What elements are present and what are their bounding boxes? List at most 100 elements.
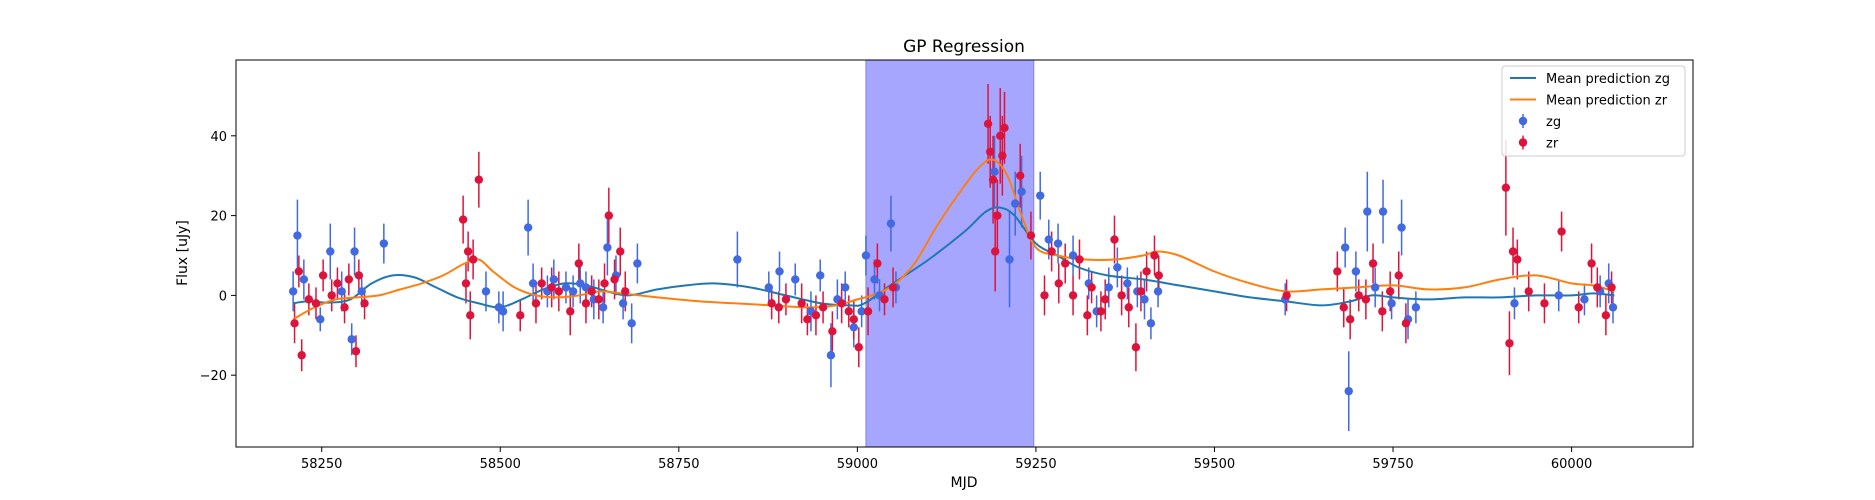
zr-point [1101, 295, 1110, 304]
zg-point [841, 283, 850, 292]
zr-point [554, 287, 564, 296]
zr-point [998, 151, 1007, 160]
zg-point [816, 271, 825, 280]
zg-point [733, 255, 742, 264]
zr-point [837, 299, 846, 308]
zr-point [537, 279, 546, 288]
y-tick-label: 20 [210, 210, 227, 225]
zr-point [803, 315, 812, 324]
zg-point [1104, 283, 1113, 292]
zr-point [1131, 343, 1141, 352]
shaded-region-layer [865, 59, 1035, 448]
zr-point [854, 343, 863, 352]
zr-point [333, 279, 342, 288]
zr-point [1016, 171, 1025, 180]
zg-point [826, 351, 836, 360]
zr-point [297, 351, 306, 360]
legend: Mean prediction zg Mean prediction zr zg zr [1501, 65, 1686, 157]
plot-area [235, 59, 1694, 448]
legend-label-zg: zg [1546, 115, 1561, 130]
zr-point [1096, 307, 1106, 316]
zg-point [1351, 267, 1361, 276]
zg-point [598, 303, 608, 312]
legend-box [1501, 65, 1686, 157]
zg-point [299, 275, 309, 284]
legend-swatch-zr [1518, 138, 1528, 147]
zr-point [616, 247, 625, 256]
zr-point [621, 287, 630, 296]
zg-point [1378, 207, 1388, 216]
zr-point [811, 311, 821, 320]
zr-point [463, 247, 473, 256]
zg-point [764, 283, 774, 292]
zg-point [1387, 299, 1396, 308]
zg-point [1036, 191, 1045, 200]
zr-point [587, 287, 596, 296]
y-tick-label: 0 [219, 289, 227, 304]
zr-point [351, 347, 361, 356]
zr-point [344, 275, 354, 284]
zr-point [1401, 319, 1411, 328]
zr-point [993, 211, 1002, 220]
zr-point [327, 291, 336, 300]
x-tick-label: 59250 [1015, 457, 1056, 472]
zg-point [633, 259, 642, 268]
zr-point [873, 259, 882, 268]
shaded-region [865, 59, 1035, 448]
zr-point [1593, 283, 1602, 292]
legend-label-zr: zr [1546, 137, 1559, 152]
zr-point [996, 131, 1005, 141]
chart-title: GP Regression [903, 37, 1025, 57]
zr-point [1142, 267, 1151, 276]
zr-point [849, 315, 858, 324]
zg-point [1344, 386, 1353, 396]
zr-point [360, 299, 369, 308]
zg-point [316, 315, 325, 324]
y-tick-label: 40 [210, 130, 227, 145]
zr-point [474, 175, 484, 184]
zr-point [1075, 255, 1084, 264]
zg-point [568, 287, 578, 296]
x-axis-ticks: 58250 58500 58750 59000 59250 59500 59750 60000 [301, 447, 1592, 472]
zr-point [294, 267, 304, 276]
zr-point [1000, 123, 1009, 133]
zg-point [1153, 287, 1163, 296]
zr-point [466, 311, 475, 320]
x-tick-label: 58250 [301, 457, 342, 472]
zr-point [340, 303, 349, 312]
zr-point [1087, 283, 1096, 292]
zr-point [986, 147, 995, 156]
zg-point [498, 307, 508, 316]
zg-point [990, 167, 999, 176]
zg-point [1554, 291, 1563, 300]
zg-point [288, 287, 298, 296]
zg-point [1146, 319, 1156, 328]
zr-point [1524, 287, 1533, 296]
zr-point [581, 299, 591, 308]
zr-point [983, 119, 993, 129]
zg-point [1005, 255, 1014, 264]
zr-point [774, 303, 784, 312]
zr-point [1124, 303, 1133, 312]
legend-label-mean-prediction-zg: Mean prediction zg [1546, 72, 1670, 87]
zg-point [857, 307, 866, 316]
zr-point [1378, 307, 1387, 316]
zg-point [1123, 279, 1132, 288]
zg-point [1044, 235, 1053, 244]
x-tick-label: 58750 [658, 457, 699, 472]
zg-point [1370, 283, 1380, 292]
zr-point [1354, 291, 1363, 300]
zr-point [531, 299, 541, 308]
zg-point [549, 275, 559, 284]
zr-point [1150, 251, 1159, 260]
zr-point [610, 275, 619, 284]
zr-point [781, 295, 791, 304]
x-tick-label: 59750 [1372, 457, 1413, 472]
zr-point [574, 259, 584, 268]
zr-point [844, 307, 853, 316]
zr-point [604, 211, 614, 220]
x-tick-label: 60000 [1551, 457, 1592, 472]
zr-point [1026, 231, 1036, 240]
zg-point [1053, 239, 1063, 248]
